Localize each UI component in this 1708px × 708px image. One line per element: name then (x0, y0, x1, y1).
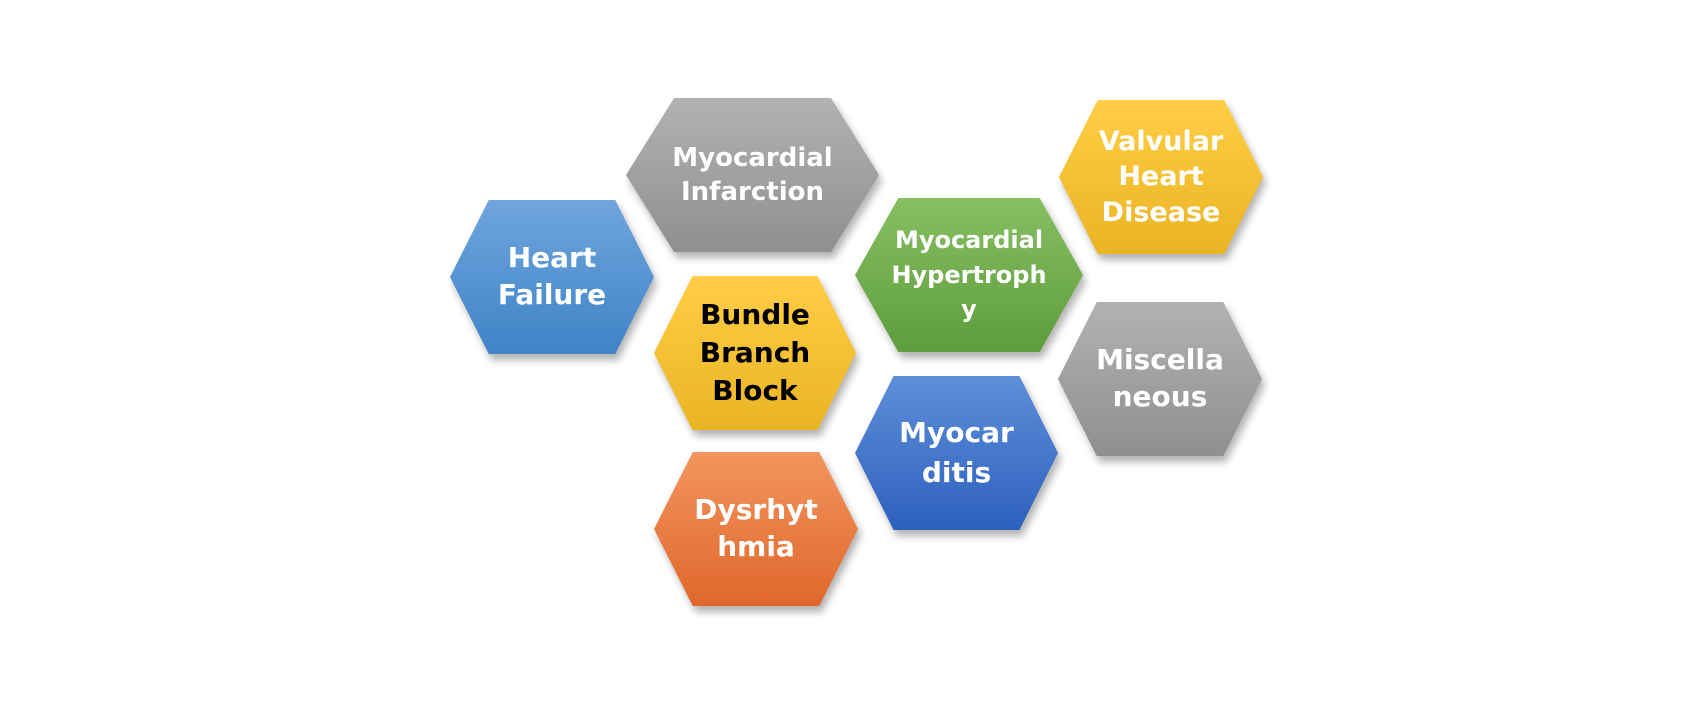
hexagon-myocardial-infarction: Myocardial Infarction (626, 98, 879, 252)
hexagon-shape: Heart Failure (450, 200, 654, 354)
hexagon-bundle-branch-block: Bundle Branch Block (654, 276, 856, 430)
hexagon-dysrhythmia: Dysrhyt hmia (654, 452, 858, 606)
hexagon-shape: Myocar ditis (855, 376, 1058, 530)
hexagon-shape: Miscella neous (1058, 302, 1262, 456)
hexagon-valvular-heart-disease: Valvular Heart Disease (1059, 100, 1263, 254)
hexagon-label: Myocar ditis (899, 416, 1014, 489)
hexagon-myocardial-hypertrophy: Myocardial Hypertroph y (855, 198, 1083, 352)
hexagon-shape: Dysrhyt hmia (654, 452, 858, 606)
hexagon-heart-failure: Heart Failure (450, 200, 654, 354)
hexagon-label: Dysrhyt hmia (694, 493, 818, 563)
hexagon-shape: Bundle Branch Block (654, 276, 856, 430)
hexagon-label: Myocardial Infarction (672, 142, 833, 207)
hexagon-label: Miscella neous (1096, 343, 1224, 413)
hexagon-label: Valvular Heart Disease (1098, 125, 1224, 228)
hexagon-label: Heart Failure (497, 241, 607, 311)
hexagon-shape: Myocardial Infarction (626, 98, 879, 252)
hexagon-myocarditis: Myocar ditis (855, 376, 1058, 530)
hexagon-label: Myocardial Hypertroph y (891, 225, 1047, 324)
hexagon-shape: Valvular Heart Disease (1059, 100, 1263, 254)
hexagon-label: Bundle Branch Block (699, 297, 811, 408)
hexagon-shape: Myocardial Hypertroph y (855, 198, 1083, 352)
hexagon-miscellaneous: Miscella neous (1058, 302, 1262, 456)
